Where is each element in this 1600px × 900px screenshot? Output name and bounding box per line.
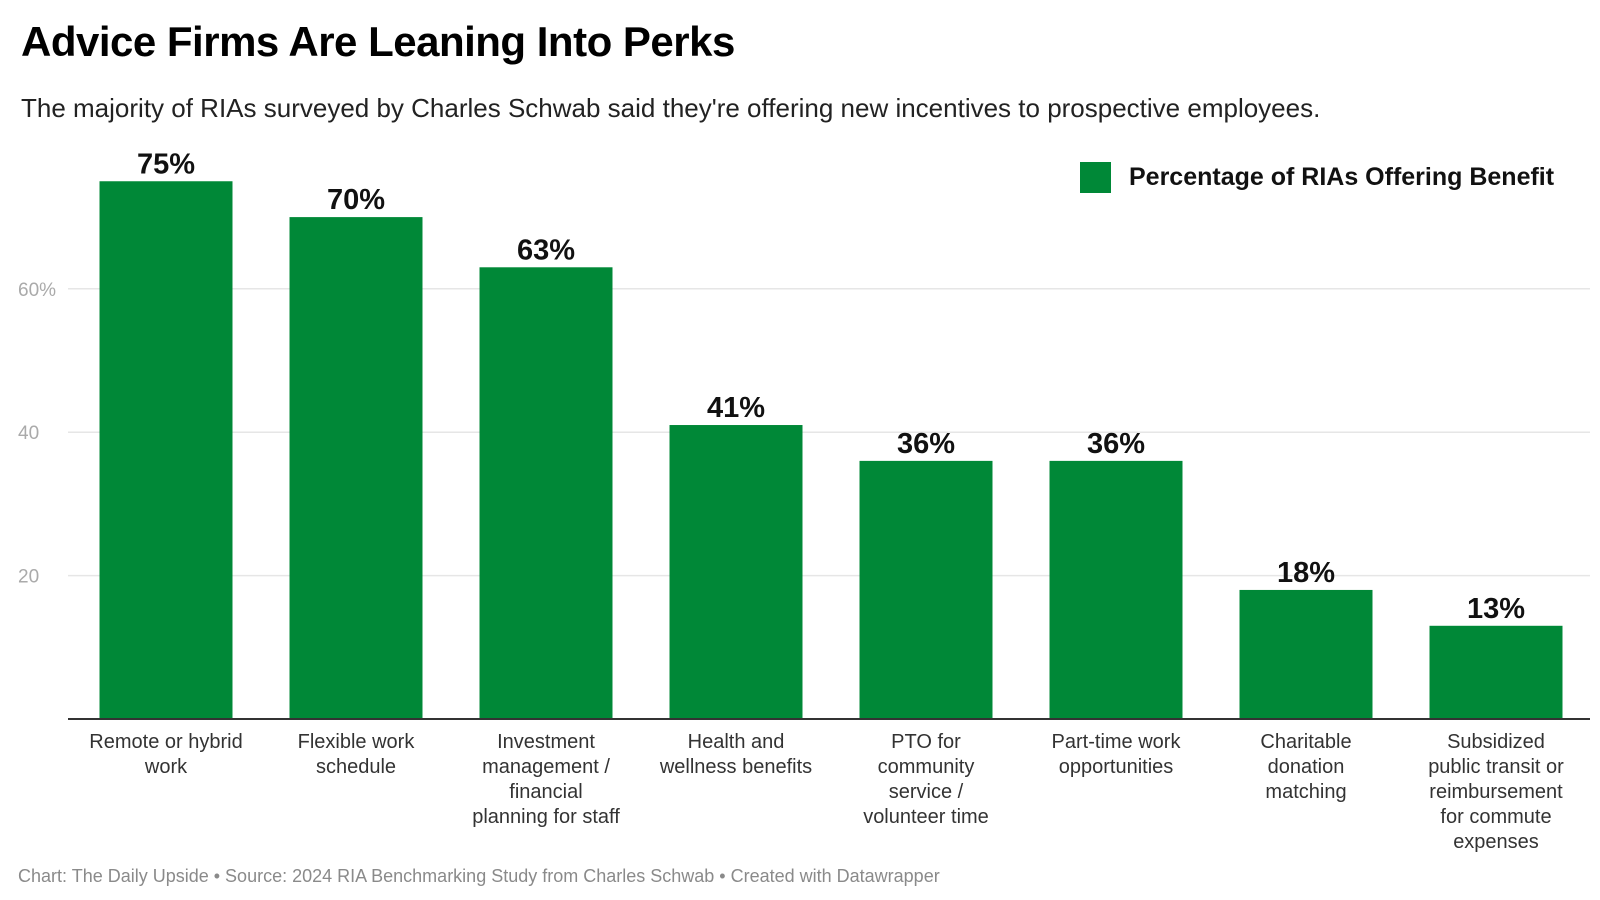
x-tick-label: Health and <box>688 731 785 753</box>
x-tick-label: matching <box>1265 781 1346 803</box>
chart-subtitle: The majority of RIAs surveyed by Charles… <box>21 93 1321 123</box>
bar-8 <box>1429 625 1563 719</box>
bar-2 <box>289 217 423 719</box>
data-label: 41% <box>707 392 765 424</box>
x-tick-label: Part-time work <box>1052 731 1182 753</box>
bar-5 <box>859 460 993 719</box>
x-tick-label: opportunities <box>1059 756 1174 778</box>
gridlines: 20 40 60% <box>18 280 1590 588</box>
chart-footer: Chart: The Daily Upside • Source: 2024 R… <box>18 866 940 886</box>
data-label: 13% <box>1467 593 1525 625</box>
x-tick-label: expenses <box>1453 831 1539 853</box>
x-tick-label: for commute <box>1440 806 1551 828</box>
data-label: 75% <box>137 148 195 180</box>
x-tick-label: financial <box>509 781 582 803</box>
legend-swatch <box>1080 162 1111 193</box>
x-tick-label: PTO for <box>891 731 961 753</box>
x-tick-label: wellness benefits <box>659 756 812 778</box>
x-axis: Remote or hybrid work Flexible work schedul… <box>68 718 1590 853</box>
data-labels: 75% 70% 63% 41% 36% 36% 18% 13% <box>137 148 1525 625</box>
x-tick-label: reimbursement <box>1429 781 1563 803</box>
data-label: 70% <box>327 184 385 216</box>
x-tick-label: Subsidized <box>1447 731 1545 753</box>
legend: Percentage of RIAs Offering Benefit <box>1080 162 1554 193</box>
x-tick-label: planning for staff <box>472 806 620 828</box>
x-tick-label: community <box>878 756 975 778</box>
x-tick-label: service / <box>889 781 964 803</box>
bar-7 <box>1239 589 1373 719</box>
data-label: 36% <box>1087 428 1145 460</box>
bar-3 <box>479 267 613 719</box>
legend-label: Percentage of RIAs Offering Benefit <box>1129 163 1555 191</box>
x-tick-label: schedule <box>316 756 396 778</box>
y-tick-label: 20 <box>18 567 39 588</box>
x-tick-label: Flexible work <box>298 731 416 753</box>
x-tick-label: volunteer time <box>863 806 989 828</box>
data-label: 18% <box>1277 557 1335 589</box>
x-tick-label: donation <box>1268 756 1345 778</box>
x-tick-label: public transit or <box>1428 756 1564 778</box>
bars <box>99 181 1563 719</box>
chart-title: Advice Firms Are Leaning Into Perks <box>21 18 735 65</box>
data-label: 36% <box>897 428 955 460</box>
bar-6 <box>1049 460 1183 719</box>
bar-4 <box>669 425 803 719</box>
y-tick-label: 60% <box>18 280 56 301</box>
x-tick-label: Remote or hybrid <box>89 731 242 753</box>
x-tick-label: management / <box>482 756 610 778</box>
x-tick-label: work <box>144 756 188 778</box>
x-tick-label: Investment <box>497 731 595 753</box>
x-tick-label: Charitable <box>1260 731 1351 753</box>
data-label: 63% <box>517 234 575 266</box>
y-tick-label: 40 <box>18 423 39 444</box>
bar-1 <box>99 181 233 719</box>
